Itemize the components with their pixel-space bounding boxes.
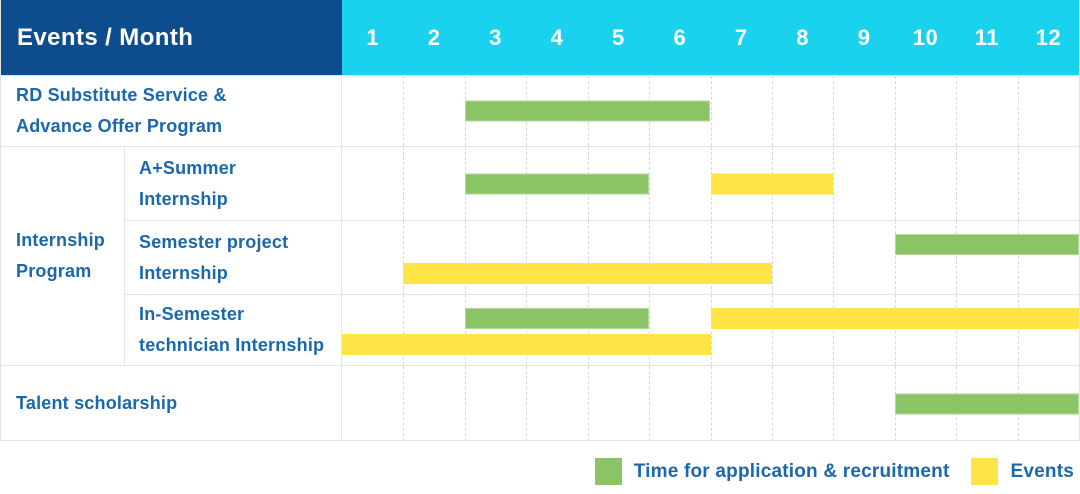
month-gridline — [1017, 221, 1019, 294]
gantt-row-semester-project — [342, 220, 1079, 294]
gantt-row-in-semester-technician — [342, 294, 1079, 365]
row-label-a-plus-summer: A+Summer Internship — [125, 146, 342, 220]
month-gridline — [403, 221, 405, 294]
month-label-6: 6 — [673, 24, 687, 50]
month-gridline — [894, 147, 896, 220]
month-label-2: 2 — [427, 24, 441, 50]
gantt-row-a-plus-summer — [342, 146, 1079, 220]
legend-label-application: Time for application & recruitment — [633, 460, 950, 482]
month-label-5: 5 — [612, 24, 625, 50]
row-label-semester-project: Semester project Internship — [125, 220, 342, 294]
month-gridline — [1017, 76, 1019, 146]
month-gridline — [710, 76, 712, 146]
gantt-bar-event — [342, 334, 711, 355]
table-header-title: Events / Month — [1, 0, 342, 75]
month-gridline — [771, 295, 773, 365]
month-gridline — [833, 221, 835, 294]
month-label-1: 1 — [366, 24, 380, 50]
month-gridline — [710, 366, 712, 441]
month-label-11: 11 — [974, 24, 1000, 50]
gantt-bar-application — [464, 173, 650, 194]
legend-swatch-application-icon — [594, 458, 622, 485]
month-gridline — [956, 147, 958, 220]
month-gridline — [956, 221, 958, 294]
month-gridline — [403, 76, 405, 146]
month-label-8: 8 — [796, 24, 810, 50]
gantt-bar-application — [894, 393, 1079, 414]
month-gridline — [649, 366, 651, 441]
legend-label-events: Events — [1010, 460, 1074, 482]
month-gridline — [833, 147, 835, 220]
month-gridline — [403, 147, 405, 220]
month-header-row: 1 2 3 4 5 6 7 8 9 10 11 12 — [342, 0, 1079, 75]
gantt-bar-application — [464, 308, 650, 329]
month-gridline — [833, 366, 835, 441]
row-label-rd-substitute: RD Substitute Service & Advance Offer Pr… — [1, 75, 342, 146]
month-gridline — [526, 295, 528, 365]
gantt-row-rd-substitute — [342, 75, 1079, 146]
month-gridline — [526, 366, 528, 441]
row-label-talent-scholarship: Talent scholarship — [1, 365, 342, 441]
month-label-4: 4 — [550, 24, 564, 50]
month-gridline — [771, 76, 773, 146]
legend-item-events: Events — [971, 458, 1074, 485]
month-gridline — [649, 295, 651, 365]
gantt-row-talent-scholarship — [342, 365, 1079, 441]
gantt-bar-application — [464, 100, 711, 122]
month-label-12: 12 — [1035, 24, 1062, 50]
month-gridline — [710, 221, 712, 294]
month-gridline — [464, 366, 466, 441]
month-gridline — [956, 76, 958, 146]
month-gridline — [403, 295, 405, 365]
gantt-bar-application — [894, 234, 1079, 255]
month-gridline — [710, 295, 712, 365]
month-gridline — [833, 76, 835, 146]
row-label-in-semester-technician: In-Semester technician Internship — [125, 294, 342, 365]
group-label-internship-program: Internship Program — [1, 146, 125, 365]
month-gridline — [833, 295, 835, 365]
gantt-bar-event — [710, 308, 1079, 329]
month-gridline — [771, 366, 773, 441]
month-gridline — [649, 147, 651, 220]
gantt-bar-event — [710, 173, 834, 194]
month-label-9: 9 — [857, 24, 871, 50]
month-gridline — [403, 366, 405, 441]
month-gridline — [587, 295, 589, 365]
legend: Time for application & recruitment Event… — [0, 441, 1080, 494]
month-gridline — [649, 221, 651, 294]
gantt-table: Events / Month 1 2 3 4 5 6 7 8 9 10 11 12 RD Substi… — [0, 0, 1080, 441]
month-gridline — [1017, 295, 1019, 365]
month-gridline — [526, 221, 528, 294]
legend-item-application: Time for application & recruitment — [594, 458, 950, 485]
month-gridline — [771, 221, 773, 294]
month-label-10: 10 — [912, 24, 939, 50]
month-gridline — [464, 221, 466, 294]
month-label-3: 3 — [489, 24, 502, 50]
legend-swatch-events-icon — [971, 458, 999, 485]
month-gridline — [894, 221, 896, 294]
month-gridline — [587, 221, 589, 294]
month-label-7: 7 — [734, 24, 748, 50]
month-gridline — [894, 76, 896, 146]
month-gridline — [587, 366, 589, 441]
gantt-bar-event — [403, 263, 772, 284]
month-gridline — [956, 295, 958, 365]
month-gridline — [464, 295, 466, 365]
month-gridline — [1017, 147, 1019, 220]
month-gridline — [894, 295, 896, 365]
